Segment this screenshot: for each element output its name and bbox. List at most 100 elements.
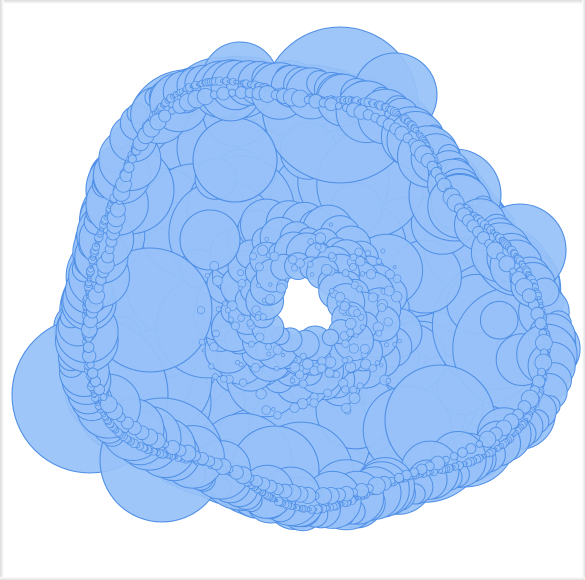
packed-circle bbox=[257, 244, 269, 256]
packed-circle bbox=[321, 328, 340, 347]
packed-circle bbox=[289, 361, 301, 373]
packed-circle bbox=[364, 250, 372, 257]
packed-circle bbox=[237, 279, 247, 288]
packed-circle bbox=[196, 306, 205, 315]
packed-circle bbox=[306, 260, 314, 268]
packed-circle bbox=[87, 367, 99, 379]
packed-circle bbox=[345, 361, 357, 373]
packed-circle bbox=[392, 274, 402, 284]
packed-circle bbox=[289, 402, 300, 413]
packed-circle bbox=[254, 262, 264, 272]
packed-circle bbox=[354, 247, 364, 257]
packed-circle bbox=[314, 243, 322, 250]
packed-circle bbox=[316, 363, 327, 373]
packed-circle bbox=[392, 265, 397, 269]
packed-circle bbox=[397, 338, 402, 344]
packed-circle bbox=[254, 314, 261, 321]
packed-circle bbox=[377, 303, 387, 313]
packed-circle bbox=[227, 316, 234, 323]
packed-circle bbox=[238, 285, 243, 291]
packed-circle bbox=[255, 332, 265, 342]
packed-circle bbox=[379, 363, 384, 368]
packed-circle bbox=[216, 86, 231, 101]
packed-circle bbox=[375, 258, 383, 265]
packed-circle bbox=[212, 329, 220, 338]
packed-circle bbox=[392, 342, 398, 347]
packed-circle bbox=[309, 398, 319, 408]
packed-circle bbox=[383, 317, 393, 327]
packed-circle bbox=[246, 319, 254, 327]
packed-circle bbox=[99, 393, 108, 401]
packed-circle bbox=[222, 300, 228, 307]
packed-circle bbox=[250, 363, 261, 373]
packed-circle bbox=[276, 283, 287, 294]
packed-circle bbox=[323, 388, 332, 398]
packed-circle bbox=[368, 364, 377, 373]
packed-circle bbox=[349, 262, 357, 271]
packed-circle bbox=[457, 447, 468, 458]
packed-circle bbox=[324, 367, 335, 378]
packed-circle bbox=[192, 117, 278, 203]
frame-shadow-top bbox=[0, 0, 585, 4]
packed-circle bbox=[367, 292, 378, 303]
packed-circle bbox=[360, 358, 372, 370]
packed-circle bbox=[355, 256, 366, 267]
packed-circle bbox=[158, 109, 172, 123]
packed-circle bbox=[393, 472, 404, 483]
packed-circle bbox=[359, 343, 370, 354]
packed-circle bbox=[307, 238, 314, 245]
packed-circle bbox=[385, 378, 392, 384]
packed-circle bbox=[212, 373, 219, 380]
packed-circle bbox=[375, 329, 383, 337]
packed-circle bbox=[385, 269, 395, 280]
packed-circle bbox=[383, 342, 389, 348]
packed-circle bbox=[288, 255, 298, 265]
packed-circle bbox=[264, 343, 272, 351]
packed-circle bbox=[356, 285, 363, 293]
packed-circle bbox=[293, 357, 298, 362]
packed-circle bbox=[314, 232, 327, 244]
packed-circle bbox=[498, 255, 516, 273]
circle-group bbox=[11, 26, 581, 532]
packed-circle bbox=[230, 321, 240, 331]
packed-circle bbox=[264, 236, 269, 242]
packed-circle bbox=[334, 102, 343, 110]
packed-circle bbox=[261, 405, 271, 415]
packed-circle bbox=[366, 269, 377, 280]
packed-circle bbox=[225, 307, 232, 314]
packed-circle bbox=[209, 261, 220, 271]
packed-circle bbox=[309, 272, 315, 277]
packed-circle bbox=[298, 379, 308, 389]
packed-circle bbox=[295, 370, 305, 380]
packed-circle bbox=[299, 352, 307, 360]
packed-circle bbox=[215, 306, 222, 312]
packed-circle bbox=[521, 288, 537, 304]
packed-circle bbox=[346, 328, 355, 337]
packed-circle bbox=[123, 161, 135, 173]
packed-circle bbox=[179, 209, 241, 271]
packed-circle bbox=[249, 252, 257, 261]
packed-circle bbox=[349, 385, 358, 394]
packed-circle bbox=[204, 273, 210, 279]
packed-circle bbox=[328, 288, 335, 294]
packed-circle bbox=[82, 341, 95, 353]
packed-circle bbox=[271, 407, 276, 412]
packed-circle bbox=[353, 309, 361, 317]
packed-circle bbox=[348, 392, 361, 405]
packed-circle bbox=[321, 264, 333, 276]
packed-circle bbox=[359, 324, 366, 331]
packed-circle bbox=[324, 356, 337, 369]
packed-circle bbox=[239, 378, 248, 387]
packed-circle bbox=[391, 291, 403, 303]
packed-circle bbox=[274, 366, 280, 372]
packed-circle bbox=[302, 358, 314, 370]
packed-circle bbox=[248, 340, 255, 348]
packed-circle bbox=[449, 452, 459, 461]
packed-circle bbox=[479, 300, 519, 340]
packed-circle bbox=[380, 248, 386, 254]
packed-circle bbox=[536, 295, 541, 300]
packed-circle bbox=[269, 251, 280, 262]
packed-circle bbox=[342, 357, 349, 364]
packed-circle bbox=[220, 375, 228, 383]
